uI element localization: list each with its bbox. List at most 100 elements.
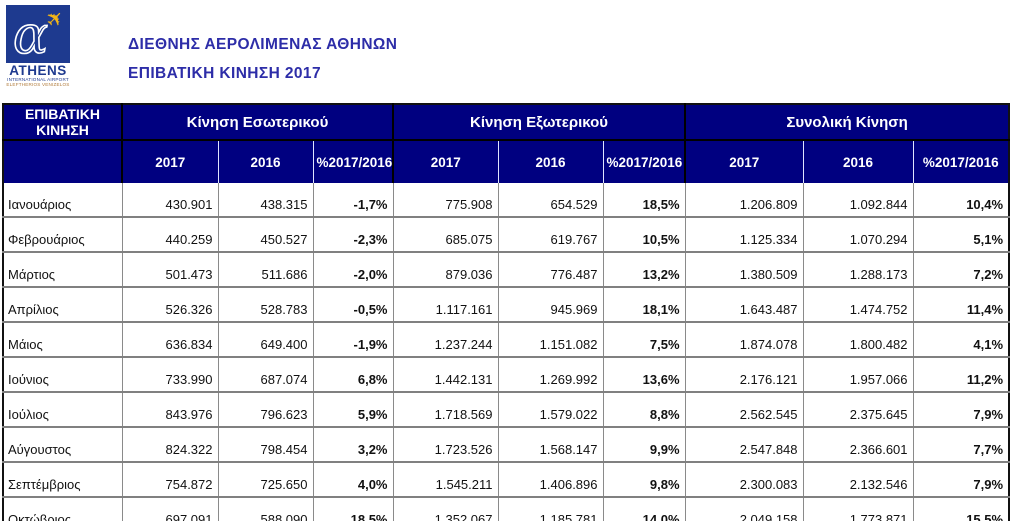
value-cell: 13,2% bbox=[602, 252, 686, 288]
value-cell: -2,3% bbox=[312, 217, 393, 253]
value-cell: 945.969 bbox=[497, 287, 603, 323]
group-header-domestic: Κίνηση Εσωτερικού bbox=[121, 104, 393, 141]
value-cell: 733.990 bbox=[121, 357, 218, 393]
group-header-international: Κίνηση Εξωτερικού bbox=[391, 104, 686, 141]
value-cell: 7,5% bbox=[602, 322, 686, 358]
value-cell: 1.800.482 bbox=[802, 322, 914, 358]
value-cell: 1.718.569 bbox=[392, 392, 498, 428]
subheader-year-2016: 2016 bbox=[217, 140, 313, 183]
value-cell: 440.259 bbox=[121, 217, 218, 253]
value-cell: 511.686 bbox=[217, 252, 313, 288]
subheader-year-2017: 2017 bbox=[392, 140, 498, 183]
subheader-pct-change: %2017/2016 bbox=[312, 140, 393, 183]
value-cell: 2.132.546 bbox=[802, 462, 914, 498]
value-cell: 1.874.078 bbox=[684, 322, 804, 358]
value-cell: 1.568.147 bbox=[497, 427, 603, 463]
value-cell: 8,8% bbox=[602, 392, 686, 428]
value-cell: 5,1% bbox=[912, 217, 1010, 253]
table-row: Ιούνιος 733.990 687.074 6,8% 1.442.131 1.269.… bbox=[2, 357, 1010, 393]
subheader-year-2017: 2017 bbox=[684, 140, 804, 183]
value-cell: -1,9% bbox=[312, 322, 393, 358]
value-cell: 4,1% bbox=[912, 322, 1010, 358]
page-title: ΔΙΕΘΝΗΣ ΑΕΡΟΛΙΜΕΝΑΣ ΑΘΗΝΩΝ bbox=[128, 36, 398, 53]
value-cell: 7,9% bbox=[912, 462, 1010, 498]
value-cell: 636.834 bbox=[121, 322, 218, 358]
value-cell: 1.288.173 bbox=[802, 252, 914, 288]
subheader-year-2016: 2016 bbox=[497, 140, 603, 183]
value-cell: 10,5% bbox=[602, 217, 686, 253]
table-row: Σεπτέμβριος 754.872 725.650 4,0% 1.545.211 1.… bbox=[2, 462, 1010, 498]
month-cell: Ιούνιος bbox=[2, 357, 122, 393]
month-cell: Απρίλιος bbox=[2, 287, 122, 323]
value-cell: 2.300.083 bbox=[684, 462, 804, 498]
group-header-total: Συνολική Κίνηση bbox=[684, 104, 1010, 141]
value-cell: 9,8% bbox=[602, 462, 686, 498]
value-cell: 528.783 bbox=[217, 287, 313, 323]
value-cell: 754.872 bbox=[121, 462, 218, 498]
airport-logo: α ✈ ATHENS INTERNATIONAL AIRPORT ELEFTHE… bbox=[6, 5, 70, 87]
value-cell: 1.442.131 bbox=[392, 357, 498, 393]
passenger-traffic-table: ΕΠΙΒΑΤΙΚΗ ΚΙΝΗΣΗ Κίνηση Εσωτερικού Κίνησ… bbox=[2, 103, 1010, 521]
value-cell: 1.117.161 bbox=[392, 287, 498, 323]
value-cell: 430.901 bbox=[121, 183, 218, 218]
value-cell: 6,8% bbox=[312, 357, 393, 393]
month-cell: Μάιος bbox=[2, 322, 122, 358]
subheader-pct-change: %2017/2016 bbox=[602, 140, 686, 183]
value-cell: 5,9% bbox=[312, 392, 393, 428]
value-cell: 1.352.067 bbox=[392, 497, 498, 521]
subheader-pct-change: %2017/2016 bbox=[912, 140, 1010, 183]
logo-alpha-glyph: α bbox=[13, 6, 48, 63]
month-cell: Σεπτέμβριος bbox=[2, 462, 122, 498]
corner-empty-cell bbox=[3, 140, 122, 183]
value-cell: 4,0% bbox=[312, 462, 393, 498]
subheader-year-2016: 2016 bbox=[802, 140, 914, 183]
value-cell: 2.366.601 bbox=[802, 427, 914, 463]
value-cell: 1.070.294 bbox=[802, 217, 914, 253]
value-cell: -2,0% bbox=[312, 252, 393, 288]
value-cell: 2.049.158 bbox=[684, 497, 804, 521]
title-block: ΔΙΕΘΝΗΣ ΑΕΡΟΛΙΜΕΝΑΣ ΑΘΗΝΩΝ ΕΠΙΒΑΤΙΚΗ ΚΙΝ… bbox=[128, 36, 397, 83]
value-cell: 1.151.082 bbox=[497, 322, 603, 358]
value-cell: 7,2% bbox=[912, 252, 1010, 288]
value-cell: 3,2% bbox=[312, 427, 393, 463]
value-cell: 1.125.334 bbox=[684, 217, 804, 253]
month-cell: Αύγουστος bbox=[2, 427, 122, 463]
value-cell: 879.036 bbox=[392, 252, 498, 288]
subheader-year-2017: 2017 bbox=[121, 140, 218, 183]
table-body: Ιανουάριος 430.901 438.315 -1,7% 775.908 654.… bbox=[2, 183, 1010, 521]
value-cell: 1.380.509 bbox=[684, 252, 804, 288]
value-cell: 2.375.645 bbox=[802, 392, 914, 428]
value-cell: 526.326 bbox=[121, 287, 218, 323]
value-cell: 14,0% bbox=[602, 497, 686, 521]
value-cell: 1.773.871 bbox=[802, 497, 914, 521]
value-cell: 654.529 bbox=[497, 183, 603, 218]
value-cell: 7,7% bbox=[912, 427, 1010, 463]
value-cell: 1.643.487 bbox=[684, 287, 804, 323]
table-row: Απρίλιος 526.326 528.783 -0,5% 1.117.161 945.… bbox=[2, 287, 1010, 323]
value-cell: 1.237.244 bbox=[392, 322, 498, 358]
value-cell: 725.650 bbox=[217, 462, 313, 498]
airport-logo-icon: α ✈ bbox=[6, 5, 70, 63]
value-cell: 843.976 bbox=[121, 392, 218, 428]
value-cell: 775.908 bbox=[392, 183, 498, 218]
value-cell: 15,5% bbox=[912, 497, 1010, 521]
value-cell: 10,4% bbox=[912, 183, 1010, 218]
value-cell: 1.406.896 bbox=[497, 462, 603, 498]
value-cell: 776.487 bbox=[497, 252, 603, 288]
corner-header: ΕΠΙΒΑΤΙΚΗ ΚΙΝΗΣΗ bbox=[3, 104, 122, 141]
logo-subtitle-international: INTERNATIONAL AIRPORT bbox=[7, 77, 69, 82]
table-row: Ιανουάριος 430.901 438.315 -1,7% 775.908 654.… bbox=[2, 183, 1010, 218]
value-cell: 1.957.066 bbox=[802, 357, 914, 393]
value-cell: 11,2% bbox=[912, 357, 1010, 393]
value-cell: 7,9% bbox=[912, 392, 1010, 428]
value-cell: 619.767 bbox=[497, 217, 603, 253]
table-row: Μάιος 636.834 649.400 -1,9% 1.237.244 1.151.0… bbox=[2, 322, 1010, 358]
table-row: Αύγουστος 824.322 798.454 3,2% 1.723.526 1.56… bbox=[2, 427, 1010, 463]
value-cell: 1.545.211 bbox=[392, 462, 498, 498]
value-cell: 824.322 bbox=[121, 427, 218, 463]
value-cell: 11,4% bbox=[912, 287, 1010, 323]
value-cell: 18,5% bbox=[602, 183, 686, 218]
value-cell: 18,5% bbox=[312, 497, 393, 521]
value-cell: 1.185.781 bbox=[497, 497, 603, 521]
